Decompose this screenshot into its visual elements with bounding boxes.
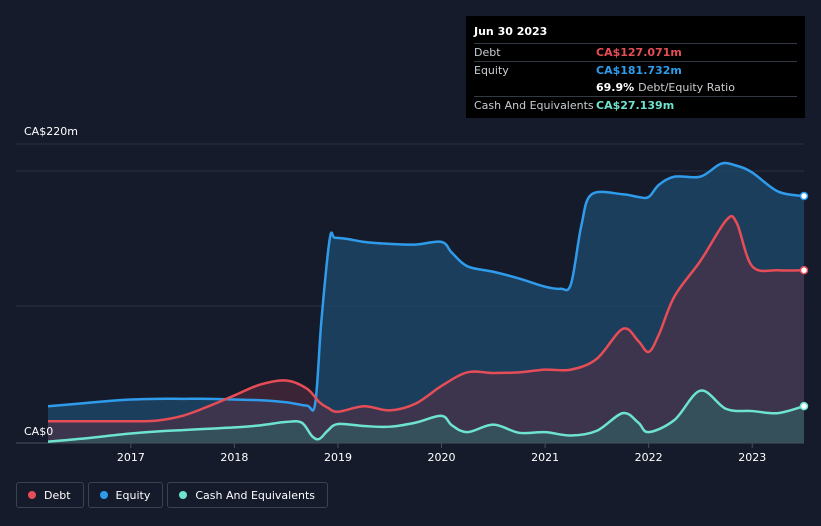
- legend-debt-label: Debt: [44, 488, 71, 502]
- cash-area: [48, 390, 804, 443]
- debt-end-marker: [799, 266, 809, 275]
- debt-line: [47, 214, 805, 423]
- y-tick-label-max: CA$220m: [24, 125, 78, 138]
- x-tick-label: 2023: [738, 451, 766, 464]
- tooltip-debt-label: Debt: [474, 46, 501, 59]
- legend-item-debt[interactable]: Debt: [16, 482, 84, 508]
- cash-end-marker: [799, 401, 809, 411]
- legend-item-equity[interactable]: Equity: [87, 482, 164, 508]
- tooltip-debt-row: Debt CA$127.071m: [474, 44, 797, 62]
- tooltip-cash-label: Cash And Equivalents: [474, 99, 594, 112]
- tooltip-equity-row: Equity CA$181.732m: [474, 62, 797, 79]
- equity-dot-icon: [99, 491, 108, 499]
- marker-layer: [799, 191, 809, 411]
- tooltip-cash-row: Cash And Equivalents CA$27.139m: [474, 97, 797, 114]
- cash-line: [47, 389, 805, 443]
- chart-legend: Debt Equity Cash And Equivalents: [16, 482, 328, 508]
- tooltip-date: Jun 30 2023: [474, 22, 797, 44]
- legend-equity-label: Equity: [115, 488, 151, 502]
- tooltip-equity-value: CA$181.732m: [596, 64, 682, 77]
- tooltip-ratio-value: 69.9%: [596, 81, 635, 94]
- x-tick-label: 2020: [428, 451, 456, 464]
- x-tick-label: 2022: [635, 451, 663, 464]
- tooltip-ratio-row: 69.9% Debt/Equity Ratio: [474, 79, 797, 97]
- tooltip-equity-label: Equity: [474, 64, 509, 77]
- line-layer: [47, 161, 805, 443]
- data-tooltip: Jun 30 2023 Debt CA$127.071m Equity CA$1…: [466, 16, 805, 118]
- legend-item-cash[interactable]: Cash And Equivalents: [167, 482, 328, 508]
- tooltip-cash-value: CA$27.139m: [596, 99, 675, 112]
- debt-area: [48, 216, 804, 443]
- tooltip-debt-value: CA$127.071m: [596, 46, 682, 59]
- x-tick-label: 2019: [324, 451, 352, 464]
- tooltip-ratio-label: Debt/Equity Ratio: [638, 81, 735, 94]
- x-tick-label: 2021: [531, 451, 559, 464]
- axis-layer: CA$220m CA$0 2017 2018 2019 2020 2021 2022 2023: [24, 125, 766, 464]
- x-tick-label: 2018: [220, 451, 248, 464]
- debt-dot-icon: [28, 491, 36, 499]
- legend-cash-label: Cash And Equivalents: [195, 488, 315, 502]
- equity-end-marker: [799, 191, 809, 201]
- x-tick-label: 2017: [117, 451, 145, 464]
- y-tick-label-zero: CA$0: [24, 425, 53, 438]
- cash-dot-icon: [179, 491, 188, 499]
- area-layer: [48, 163, 804, 443]
